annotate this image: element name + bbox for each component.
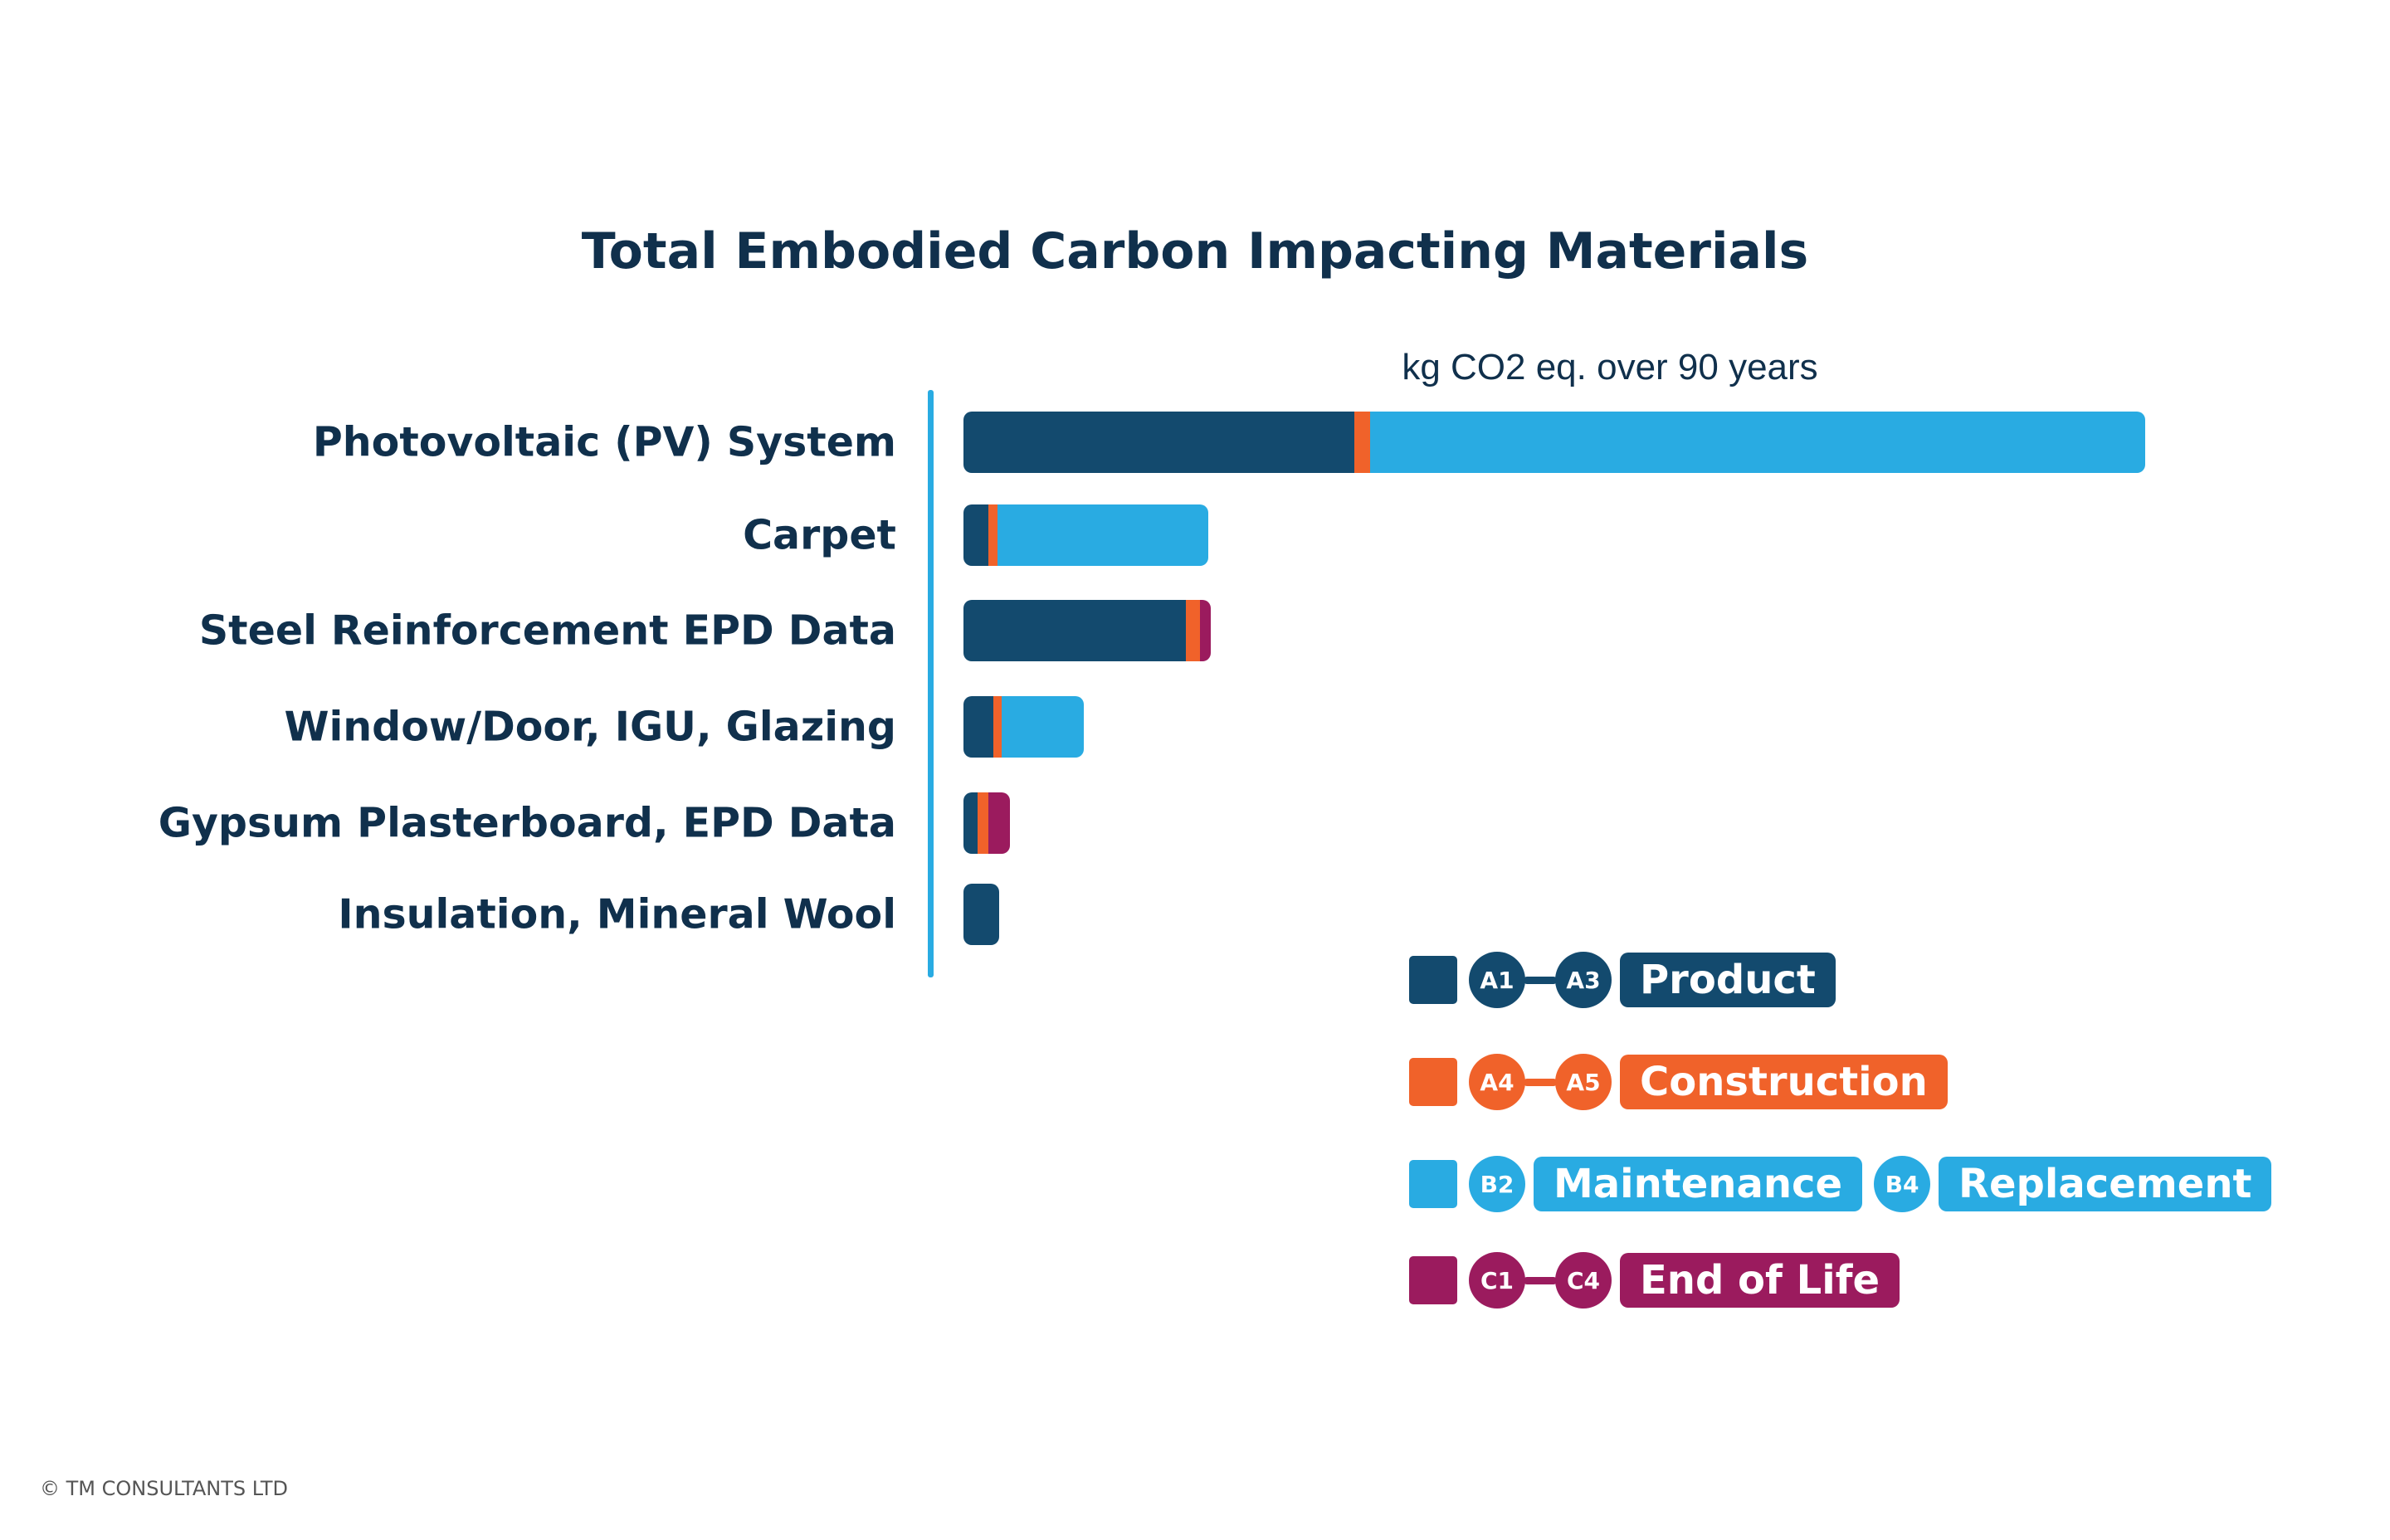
bar-segment-product (963, 696, 993, 758)
bar-segment-construction (1354, 412, 1370, 473)
legend-construction: A4 A5 Construction (1409, 1054, 1948, 1110)
bar-segment-product (963, 504, 988, 566)
bar-segment-end-of-life (1199, 600, 1211, 661)
range-dash (1524, 1078, 1557, 1086)
category-label: Steel Reinforcement EPD Data (198, 607, 896, 655)
copyright-footer: © TM CONSULTANTS LTD (40, 1477, 288, 1500)
bar-segment-product (963, 600, 1186, 661)
bar-segment-construction (1185, 600, 1200, 661)
category-label: Window/Door, IGU, Glazing (284, 703, 896, 751)
legend-swatch-use (1409, 1160, 1457, 1208)
bar-1 (963, 504, 1208, 566)
stage-badge-c4: C4 (1555, 1252, 1612, 1309)
bar-segment-use (1001, 696, 1085, 758)
chart-title: Total Embodied Carbon Impacting Material… (581, 222, 1809, 280)
category-label: Gypsum Plasterboard, EPD Data (158, 799, 896, 847)
stage-badge-b4: B4 (1874, 1156, 1931, 1212)
category-label: Insulation, Mineral Wool (338, 890, 896, 938)
x-axis-label: kg CO2 eq. over 90 years (1402, 347, 1818, 387)
y-axis-line (928, 390, 934, 977)
bar-segment-use (1369, 412, 2145, 473)
legend-use: B2 Maintenance B4 Replacement (1409, 1156, 2272, 1212)
category-label: Photovoltaic (PV) System (312, 418, 896, 466)
stage-badge-a1: A1 (1469, 952, 1525, 1008)
legend-end-of-life: C1 C4 End of Life (1409, 1252, 1900, 1309)
stage-badge-a5: A5 (1555, 1054, 1612, 1110)
range-dash (1524, 976, 1557, 984)
legend-label-end-of-life: End of Life (1620, 1253, 1900, 1308)
bar-segment-product (963, 884, 999, 945)
bar-segment-product (963, 412, 1355, 473)
legend-swatch-product (1409, 956, 1457, 1004)
bar-segment-construction (988, 504, 998, 566)
bar-segment-product (963, 792, 978, 854)
stage-badge-a4: A4 (1469, 1054, 1525, 1110)
bar-segment-use (997, 504, 1208, 566)
bar-segment-construction (993, 696, 1002, 758)
bar-3 (963, 696, 1085, 758)
legend-swatch-end-of-life (1409, 1256, 1457, 1304)
stage-badge-b2: B2 (1469, 1156, 1525, 1212)
stage-badge-a3: A3 (1555, 952, 1612, 1008)
bar-4 (963, 792, 1010, 854)
bar-2 (963, 600, 1211, 661)
stage-badge-c1: C1 (1469, 1252, 1525, 1309)
bar-segment-end-of-life (988, 792, 1010, 854)
category-label: Carpet (743, 511, 896, 559)
legend-swatch-construction (1409, 1058, 1457, 1106)
legend-label-product: Product (1620, 953, 1836, 1007)
range-dash (1524, 1276, 1557, 1284)
legend-product: A1 A3 Product (1409, 952, 1836, 1008)
legend-label-maintenance: Maintenance (1534, 1157, 1863, 1211)
legend-label-construction: Construction (1620, 1055, 1948, 1109)
bar-segment-construction (978, 792, 988, 854)
legend-label-replacement: Replacement (1939, 1157, 2272, 1211)
bar-0 (963, 412, 2145, 473)
bar-5 (963, 884, 999, 945)
